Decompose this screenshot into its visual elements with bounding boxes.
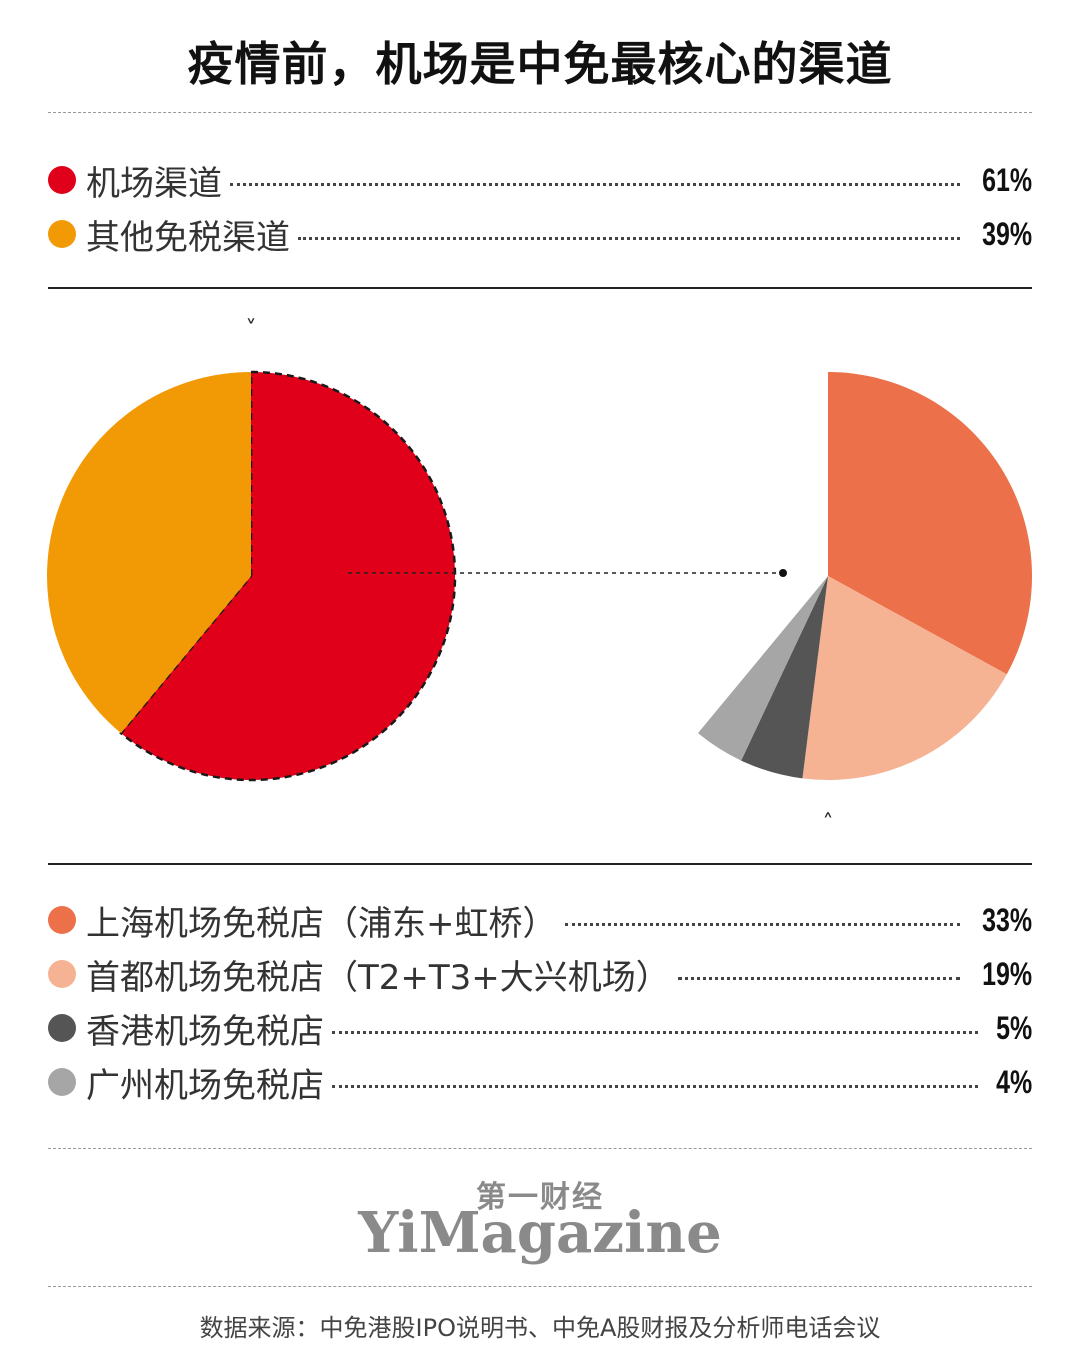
legend-item-other: 其他免税渠道 39%	[48, 214, 1032, 258]
legend-label: 上海机场免税店（浦东+虹桥）	[86, 903, 557, 944]
brand-name-cn: 第一财经	[476, 1180, 604, 1215]
data-source: 数据来源：中免港股IPO说明书、中免A股财报及分析师电话会议	[199, 1314, 881, 1342]
legend-item-shanghai: 上海机场免税店（浦东+虹桥） 33%	[48, 900, 1032, 944]
highlight-outline	[119, 370, 457, 782]
legend-value: 5%	[995, 1009, 1032, 1046]
leader-dots	[332, 1030, 978, 1034]
legend-swatch	[48, 166, 76, 194]
leader-dots	[230, 182, 960, 186]
pie-slice	[47, 372, 251, 734]
divider-chart-bottom	[48, 863, 1032, 865]
legend-value: 19%	[982, 955, 1032, 992]
legend-swatch	[48, 906, 76, 934]
divider-brand-bottom	[48, 1286, 1032, 1287]
connector	[348, 569, 787, 577]
divider-brand-top	[48, 1148, 1032, 1149]
legend-label: 机场渠道	[86, 163, 222, 204]
legend-value: 39%	[982, 215, 1032, 252]
legend-item-guangzhou: 广州机场免税店 4%	[48, 1062, 1032, 1106]
caret-icon: ˄	[823, 811, 834, 836]
leader-dots	[332, 1084, 978, 1088]
legend-swatch	[48, 1014, 76, 1042]
legend-item-beijing: 首都机场免税店（T2+T3+大兴机场） 19%	[48, 954, 1032, 998]
leader-dots	[564, 922, 960, 926]
divider-chart-top	[48, 287, 1032, 289]
legend-item-hongkong: 香港机场免税店 5%	[48, 1008, 1032, 1052]
pie-slice	[802, 576, 1007, 780]
airport-breakdown-pie: ˄	[697, 372, 1032, 836]
pie-slice	[741, 576, 828, 779]
chart-title: 疫情前，机场是中免最核心的渠道	[187, 37, 893, 91]
leader-dots	[298, 236, 960, 240]
legend-swatch	[48, 1068, 76, 1096]
legend-swatch	[48, 960, 76, 988]
legend-value: 61%	[982, 161, 1032, 198]
legend-item-airport: 机场渠道 61%	[48, 160, 1032, 204]
main-pie: ˅	[47, 317, 457, 782]
legend-swatch	[48, 220, 76, 248]
pie-slice	[697, 576, 828, 761]
pie-charts: ˅ ˄	[47, 317, 1032, 836]
pie-slice	[120, 372, 455, 780]
legend-value: 33%	[982, 901, 1032, 938]
legend-label: 首都机场免税店（T2+T3+大兴机场）	[86, 957, 670, 998]
legend-label: 香港机场免税店	[86, 1011, 324, 1052]
pie-slice	[828, 372, 1032, 675]
legend-value: 4%	[995, 1063, 1032, 1100]
connector-dot	[779, 569, 787, 577]
brand-logo: YiMagazine	[358, 1200, 722, 1266]
divider-top	[48, 112, 1032, 113]
legend-label: 其他免税渠道	[86, 217, 290, 258]
legend-label: 广州机场免税店	[86, 1065, 324, 1106]
caret-icon: ˅	[246, 317, 257, 342]
leader-dots	[677, 976, 960, 980]
